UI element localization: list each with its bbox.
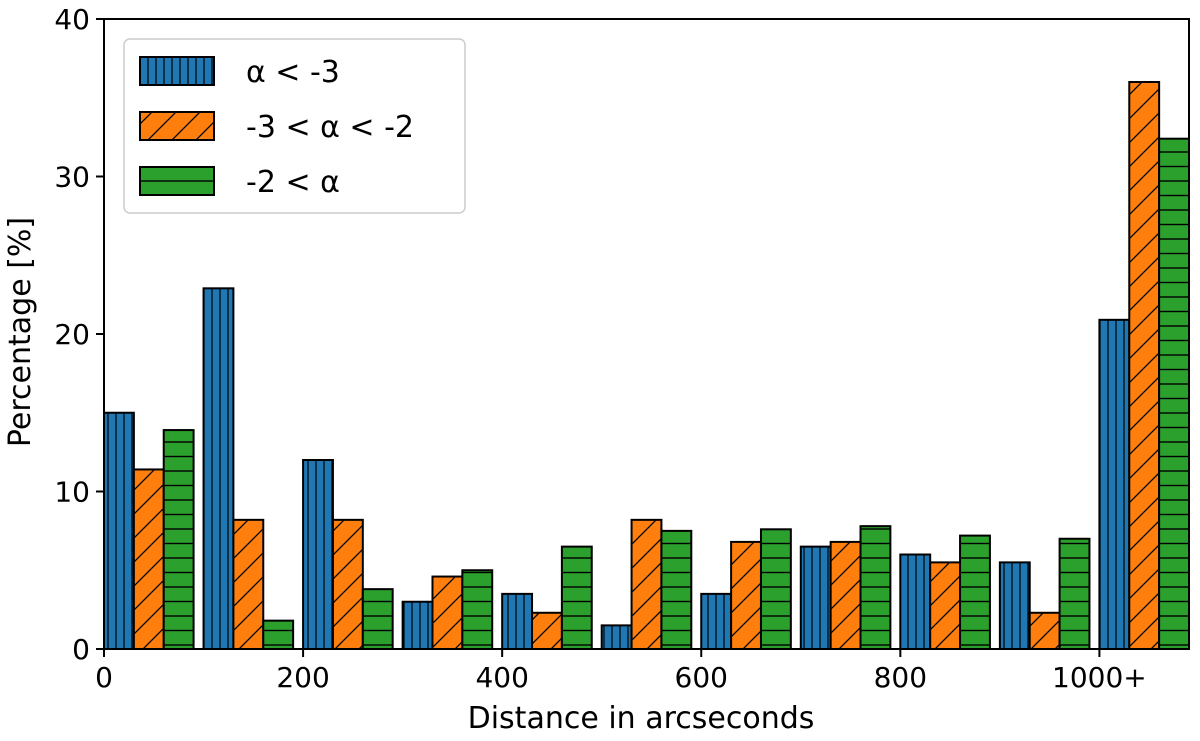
bar-hatch — [263, 620, 294, 649]
bar-hatch — [1029, 612, 1060, 649]
bar-hatch — [731, 541, 761, 649]
bar-hatch — [502, 593, 533, 649]
bar-hatch — [830, 541, 861, 649]
bar-hatch — [930, 562, 961, 649]
bar-hatch — [900, 554, 931, 649]
bar-series-3 — [560, 545, 593, 650]
bar-series-1 — [700, 592, 733, 650]
legend-label: -3 < α < -2 — [246, 110, 414, 145]
bar-series-1 — [501, 592, 534, 650]
bar-hatch — [402, 601, 433, 649]
bar-hatch — [203, 288, 234, 649]
y-tick-label: 0 — [72, 633, 90, 666]
x-tick-label: 800 — [874, 661, 927, 694]
bar-series-1 — [302, 459, 334, 650]
y-tick-label: 10 — [54, 476, 90, 509]
bar-series-2 — [630, 518, 663, 650]
bar-series-2 — [431, 575, 464, 650]
y-axis-label: Percentage [%] — [3, 217, 38, 447]
bar-series-1 — [799, 545, 832, 650]
bar-series-1 — [899, 553, 932, 650]
bar-series-2 — [730, 540, 762, 651]
bar-hatch — [1099, 319, 1130, 649]
bar-hatch — [860, 526, 891, 649]
bar-series-3 — [759, 528, 792, 650]
x-axis-label: Distance in arcseconds — [468, 701, 815, 736]
y-tick-label: 20 — [54, 318, 90, 351]
bar-series-1 — [600, 624, 633, 650]
bar-series-3 — [959, 534, 991, 650]
bar-hatch — [800, 546, 831, 649]
bar-hatch — [104, 412, 134, 649]
bar-hatch — [701, 593, 732, 649]
bar-hatch — [133, 469, 164, 649]
legend-swatch-hatch — [140, 57, 214, 85]
legend-swatch-outline — [139, 111, 215, 141]
bar-hatch — [960, 535, 990, 649]
x-tick-label: 600 — [675, 661, 728, 694]
bar-hatch — [760, 529, 791, 649]
bar-hatch — [432, 576, 463, 649]
bar-series-2 — [1028, 611, 1061, 651]
bar-hatch — [1059, 538, 1090, 649]
bar-series-3 — [1158, 137, 1190, 650]
bar-series-2 — [331, 518, 364, 650]
legend-entry: -3 < α < -2 — [139, 110, 414, 145]
bar-hatch — [999, 562, 1030, 649]
bar-hatch — [362, 589, 393, 649]
bar-series-3 — [859, 525, 892, 651]
bar-hatch — [233, 519, 264, 649]
bar-hatch — [163, 430, 194, 649]
bar-series-3 — [162, 429, 195, 651]
bar-series-2 — [929, 561, 962, 650]
bar-series-1 — [103, 411, 135, 650]
bar-series-3 — [660, 529, 693, 650]
bar-series-3 — [361, 588, 394, 651]
bar-series-3 — [1058, 537, 1091, 650]
bar-series-1 — [202, 287, 235, 650]
y-tick-label: 40 — [54, 3, 90, 36]
legend-swatch-outline — [139, 166, 215, 196]
y-tick-label: 30 — [54, 161, 90, 194]
bar-hatch — [462, 570, 493, 649]
bar-series-3 — [262, 619, 295, 651]
legend-entry: -2 < α — [139, 165, 340, 200]
bar-hatch — [532, 612, 562, 649]
bar-hatch — [631, 519, 662, 649]
bar-series-1 — [998, 561, 1031, 650]
bar-hatch — [1129, 82, 1160, 649]
bar-series-1 — [401, 600, 434, 650]
bar-series-1 — [1098, 318, 1131, 650]
bar-hatch — [332, 519, 363, 649]
legend-label: -2 < α — [246, 165, 340, 200]
bar-series-2 — [531, 611, 563, 651]
x-tick-label: 200 — [276, 661, 329, 694]
bar-series-2 — [829, 540, 862, 651]
bar-hatch — [303, 460, 333, 649]
bar-hatch — [661, 530, 692, 649]
legend: α < -3 -3 < α < -2 -2 < α — [123, 38, 466, 214]
x-tick-label: 0 — [95, 661, 113, 694]
bar-series-2 — [132, 468, 165, 651]
bar-series-2 — [232, 518, 265, 650]
legend-swatch-hatch — [140, 112, 214, 140]
legend-label: α < -3 — [246, 55, 340, 90]
bar-hatch — [1159, 138, 1189, 649]
bar-series-3 — [461, 569, 494, 650]
bar-hatch — [601, 625, 632, 649]
bar-hatch — [561, 546, 592, 649]
x-tick-label: 400 — [475, 661, 528, 694]
bar-series-2 — [1128, 81, 1161, 650]
bars-layer — [103, 81, 1190, 651]
legend-swatch-hatch — [140, 167, 214, 195]
x-tick-label: 1000+ — [1052, 661, 1147, 694]
legend-swatch-outline — [139, 56, 215, 86]
legend-entry: α < -3 — [139, 55, 340, 90]
